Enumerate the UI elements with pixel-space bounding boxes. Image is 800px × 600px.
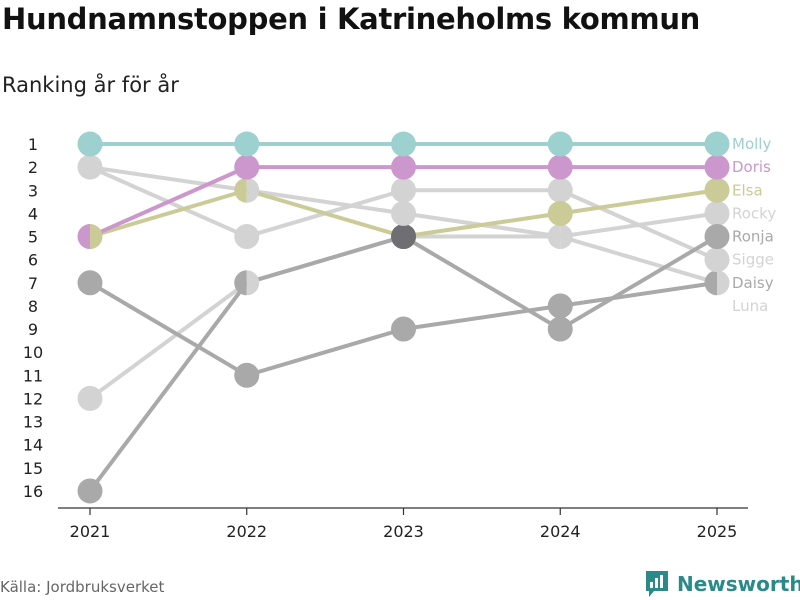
- y-tick-label: 4: [28, 204, 38, 223]
- data-point-ronja: [234, 270, 247, 296]
- data-point-sigge: [234, 224, 260, 250]
- y-tick-label: 2: [28, 158, 38, 177]
- y-tick-label: 9: [28, 320, 38, 339]
- y-tick-label: 15: [23, 459, 43, 478]
- data-point-elsa: [704, 177, 730, 203]
- y-tick-label: 8: [28, 297, 38, 316]
- series-label-ronja: Ronja: [732, 228, 774, 246]
- data-point-sigge: [90, 154, 103, 180]
- data-point-sigge: [391, 177, 416, 203]
- series-label-elsa: Elsa: [732, 181, 763, 199]
- data-point-rocky: [77, 154, 90, 180]
- y-tick-label: 13: [23, 413, 43, 432]
- data-point-luna: [77, 385, 103, 411]
- data-point-molly: [704, 131, 730, 157]
- y-tick-label: 7: [28, 274, 38, 293]
- data-point-ronja: [704, 224, 730, 250]
- y-tick-label: 3: [28, 181, 38, 200]
- series-label-molly: Molly: [732, 135, 771, 153]
- data-point-sigge: [547, 177, 573, 203]
- y-tick-label: 5: [28, 228, 38, 247]
- data-point-doris: [77, 224, 90, 250]
- data-point-molly: [547, 131, 573, 157]
- data-point-luna: [246, 270, 260, 296]
- y-tick-label: 14: [23, 436, 43, 455]
- data-point-daisy: [77, 270, 103, 296]
- data-point-ronja: [77, 478, 103, 504]
- data-point-elsa: [90, 224, 103, 250]
- y-tick-label: 10: [23, 343, 43, 362]
- series-label-luna: Luna: [732, 297, 768, 315]
- y-tick-label: 16: [23, 482, 43, 501]
- y-tick-label: 11: [23, 366, 43, 385]
- data-point-elsa: [547, 200, 573, 226]
- data-point-daisy: [234, 362, 260, 388]
- chart-logo-icon: [646, 571, 668, 597]
- y-tick-label: 6: [28, 251, 38, 270]
- data-point-overlap: [391, 224, 416, 250]
- x-tick-label: 2021: [70, 522, 111, 541]
- brand-name: Newsworthy: [677, 572, 800, 596]
- x-tick-label: 2023: [383, 522, 424, 541]
- data-point-rocky: [547, 224, 561, 250]
- data-point-sigge: [704, 247, 730, 273]
- data-point-rocky: [246, 177, 260, 203]
- data-point-rocky: [704, 200, 730, 226]
- data-point-rocky: [391, 200, 416, 226]
- data-point-daisy: [704, 270, 717, 296]
- y-tick-label: 12: [23, 389, 43, 408]
- data-point-molly: [77, 131, 103, 157]
- data-point-ronja: [547, 316, 573, 342]
- series-label-doris: Doris: [732, 158, 771, 176]
- x-tick-label: 2025: [697, 522, 738, 541]
- data-point-doris: [547, 154, 573, 180]
- series-label-sigge: Sigge: [732, 251, 774, 269]
- chart-title: Hundnamnstoppen i Katrineholms kommun: [2, 2, 701, 36]
- x-tick-label: 2022: [226, 522, 267, 541]
- series-line-ronja: [88, 234, 719, 493]
- data-point-doris: [234, 154, 260, 180]
- brand-logo: Newsworthy: [645, 570, 800, 598]
- data-point-luna: [717, 270, 730, 296]
- data-point-doris: [704, 154, 730, 180]
- data-point-daisy: [391, 316, 416, 342]
- data-point-luna: [560, 224, 573, 250]
- data-point-daisy: [547, 293, 573, 319]
- y-tick-label: 1: [28, 135, 38, 154]
- data-point-elsa: [234, 177, 247, 203]
- data-point-doris: [391, 154, 416, 180]
- data-point-molly: [391, 131, 416, 157]
- data-point-molly: [234, 131, 260, 157]
- series-label-rocky: Rocky: [732, 204, 776, 222]
- source-text: Källa: Jordbruksverket: [0, 578, 165, 596]
- chart-subtitle: Ranking år för år: [2, 73, 179, 97]
- series-label-daisy: Daisy: [732, 274, 774, 292]
- x-tick-label: 2024: [540, 522, 581, 541]
